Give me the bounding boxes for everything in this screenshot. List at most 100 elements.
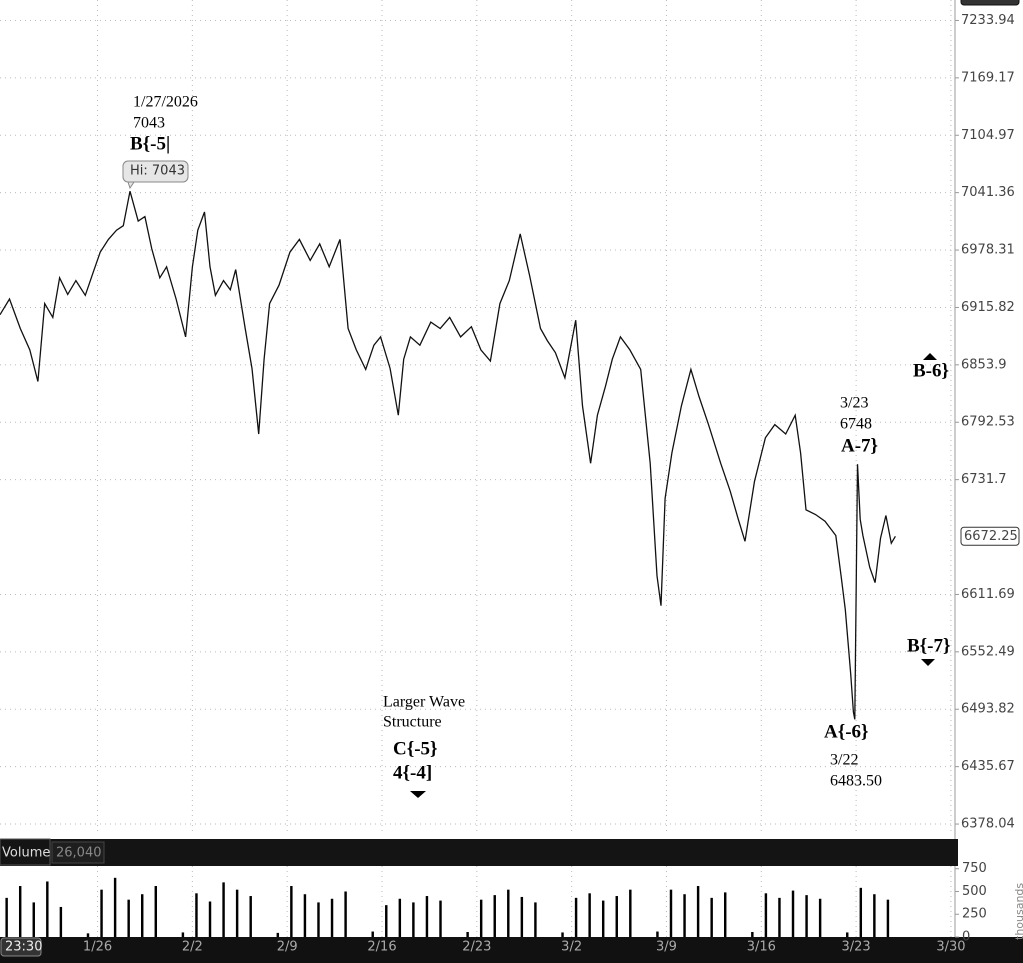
volume-bar xyxy=(710,897,713,937)
marker-down xyxy=(410,791,426,798)
time-label: 23:30 xyxy=(5,940,42,955)
x-tick-label: 3/2 xyxy=(561,940,582,955)
volume-bar xyxy=(696,886,700,937)
volume-bar xyxy=(181,932,185,937)
volume-bar xyxy=(751,931,754,937)
top-price-box xyxy=(960,0,1020,6)
annotation: 3/23 xyxy=(840,395,868,412)
y-tick-label: 6611.69 xyxy=(961,587,1015,602)
volume-bar xyxy=(141,894,144,937)
volume-bar xyxy=(466,931,469,937)
volume-bar xyxy=(425,896,429,937)
volume-bar xyxy=(344,891,347,937)
volume-bar xyxy=(778,897,781,937)
x-tick-label: 3/9 xyxy=(656,940,677,955)
volume-bar xyxy=(656,931,659,937)
volume-bar xyxy=(507,889,510,937)
x-tick-label: 1/26 xyxy=(83,940,112,955)
y-tick-label: 6731.7 xyxy=(961,472,1007,487)
volume-bar xyxy=(385,905,388,937)
volume-bar xyxy=(32,902,35,937)
volume-bar xyxy=(276,932,280,937)
volume-bar xyxy=(46,881,49,937)
volume-bar xyxy=(859,887,863,937)
annotation: B-6} xyxy=(913,360,949,381)
annotation: A-7} xyxy=(841,435,878,456)
volume-bar xyxy=(303,894,307,937)
y-tick-label: 6792.53 xyxy=(961,415,1015,430)
y-tick-label: 7169.17 xyxy=(961,70,1015,85)
volume-label-box xyxy=(0,838,51,866)
volume-bar xyxy=(805,895,808,937)
volume-bar xyxy=(683,894,686,937)
y-tick-label: 750 xyxy=(962,861,987,876)
volume-bar xyxy=(330,898,334,937)
x-tick-label: 2/9 xyxy=(277,940,298,955)
volume-bar xyxy=(290,886,293,937)
volume-bar xyxy=(764,893,768,937)
volume-bar xyxy=(561,932,564,937)
volume-bar xyxy=(846,932,849,937)
volume-bar xyxy=(222,882,225,937)
volume-title: Volume xyxy=(2,846,50,861)
volume-bar xyxy=(412,902,415,937)
volume-bar xyxy=(18,886,22,937)
annotation: 7043 xyxy=(133,115,165,132)
y-tick-label: 6853.9 xyxy=(961,357,1007,372)
volume-bar xyxy=(249,896,252,937)
x-tick-label: 2/23 xyxy=(462,940,491,955)
volume-bar xyxy=(520,896,524,937)
volume-value-box xyxy=(51,841,105,864)
volume-bar xyxy=(873,894,876,937)
top-price-label: 7261.72 xyxy=(964,0,1018,4)
volume-bar xyxy=(100,889,103,937)
volume-bar xyxy=(59,906,63,937)
y-tick-label: 6978.31 xyxy=(961,243,1015,258)
annotation: B{-5| xyxy=(130,133,170,154)
annotation: 3/22 xyxy=(830,752,858,769)
annotation: B{-7} xyxy=(907,635,950,656)
last-price-box xyxy=(960,526,1020,546)
volume-bar xyxy=(574,897,578,937)
volume-bar xyxy=(208,901,212,937)
annotation: C{-5} xyxy=(393,738,438,759)
annotation: Structure xyxy=(383,714,442,731)
x-tick-label: 2/2 xyxy=(182,940,203,955)
x-tick-label: 3/16 xyxy=(747,940,776,955)
time-box xyxy=(0,937,42,957)
last-price-label: 6672.25 xyxy=(964,529,1018,544)
annotation: 4{-4] xyxy=(393,762,432,783)
y-tick-label: 0 xyxy=(962,930,970,945)
volume-bar xyxy=(113,877,117,937)
y-tick-label: 6435.67 xyxy=(961,759,1015,774)
annotation: A{-6} xyxy=(824,721,869,742)
volume-bar xyxy=(615,896,618,937)
annotation: Larger Wave xyxy=(383,694,465,711)
volume-bar xyxy=(5,897,8,937)
y-tick-label: 7104.97 xyxy=(961,128,1015,143)
y-tick-label: 6552.49 xyxy=(961,644,1015,659)
volume-bar xyxy=(439,900,442,937)
volume-bar xyxy=(601,900,605,937)
y-tick-label: 7041.36 xyxy=(961,185,1015,200)
y-tick-label: 7233.94 xyxy=(961,13,1015,28)
volume-bar xyxy=(629,889,632,937)
x-axis-strip xyxy=(0,937,1023,963)
volume-bar xyxy=(534,902,537,937)
volume-bar xyxy=(235,889,239,937)
volume-bar xyxy=(818,898,822,937)
marker-down xyxy=(921,659,935,666)
y-tick-label: 6915.82 xyxy=(961,300,1015,315)
marker-up xyxy=(923,353,937,360)
hi-pointer xyxy=(127,181,135,190)
volume-bar xyxy=(317,902,320,937)
y-tick-label: 6493.82 xyxy=(961,702,1015,717)
volume-value: 26,040 xyxy=(56,846,102,861)
volume-bar xyxy=(886,899,890,937)
volume-bar xyxy=(195,893,198,937)
annotation: 6483.50 xyxy=(830,773,882,790)
volume-bar xyxy=(588,893,591,937)
volume-bar xyxy=(127,899,130,937)
volume-bar xyxy=(479,899,483,937)
